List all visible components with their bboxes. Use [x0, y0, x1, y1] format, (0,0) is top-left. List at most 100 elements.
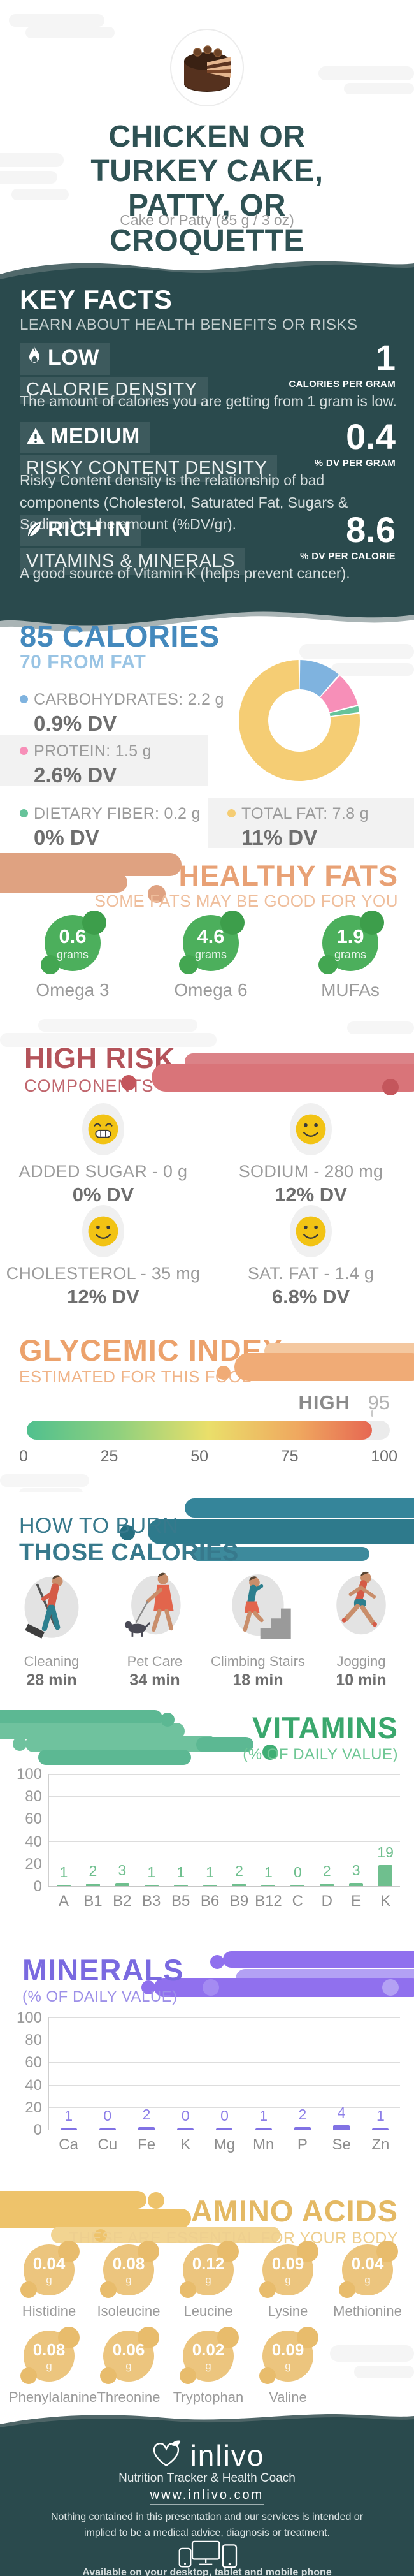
donut-segment-protein — [320, 675, 358, 714]
gold-blob-badge: 0.09 g — [259, 2327, 318, 2384]
bar — [177, 2128, 194, 2130]
bar — [261, 1885, 276, 1886]
x-axis-category-label: Mn — [253, 2136, 275, 2153]
cloud-decoration — [9, 14, 104, 27]
legend-dv: 11% DV — [241, 826, 318, 848]
blob-dot-orange — [217, 1366, 231, 1380]
bar-value-label: 1 — [147, 1864, 156, 1880]
cleaning-icon — [13, 1575, 90, 1646]
x-axis-category-label: P — [297, 2136, 308, 2153]
cloud-decoration — [0, 1474, 89, 1487]
food-photo-cake — [169, 28, 245, 107]
bar-column-Mn: 1 Mn — [244, 2017, 283, 2153]
bar-value-label: 2 — [322, 1862, 331, 1880]
gold-blob-badge: 0.04 g — [339, 2241, 398, 2298]
fat-grams-unit: grams — [194, 948, 227, 961]
footer-background — [0, 2429, 414, 2576]
fact-unit: CALORIES PER GRAM — [289, 379, 396, 390]
jogging-icon — [323, 1571, 399, 1646]
activity-climbing-stairs: Climbing Stairs 18 min — [206, 1567, 310, 1690]
amino-item-leucine: 0.12 g Leucine — [168, 2241, 248, 2320]
heart-leaf-icon — [150, 2439, 183, 2473]
fat-grams-unit: grams — [334, 948, 366, 961]
fact-level-badge: RICH IN — [20, 515, 141, 546]
amino-item-valine: 0.09 g Valine — [248, 2327, 328, 2406]
fact-level: LOW — [48, 346, 99, 370]
fact-level-badge: MEDIUM — [20, 422, 150, 453]
minerals-bar-chart: 0 20 40 60 80 100 1 Ca 0 Cu 2 Fe 0 K 0 Mg 1 Mn 2 P 4 Se 1 Zn — [13, 2009, 401, 2164]
amino-item-methionine: 0.04 g Methionine — [327, 2241, 408, 2320]
bar — [255, 2128, 272, 2130]
fact-value: 0.4 — [346, 416, 396, 457]
gridline — [48, 1796, 400, 1797]
gold-blob-badge: 0.12 g — [180, 2241, 239, 2298]
legend-dv: 0.9% DV — [34, 712, 117, 735]
green-blob-badge: 4.6 grams — [179, 911, 245, 974]
amino-unit: g — [125, 2360, 132, 2372]
gridline — [48, 1774, 400, 1775]
risk-dv: 0% DV — [72, 1183, 134, 1206]
y-axis-tick-label: 20 — [25, 2098, 42, 2116]
y-axis-tick-label: 0 — [33, 2121, 42, 2139]
bar-value-label: 4 — [337, 2104, 346, 2121]
fact-unit: % DV PER GRAM — [314, 458, 396, 469]
legend-row-shade — [0, 735, 208, 786]
gold-blob-badge: 0.08 g — [100, 2241, 159, 2298]
amino-unit: g — [205, 2274, 211, 2286]
amino-unit: g — [46, 2360, 52, 2372]
website-link[interactable]: www.inlivo.com — [0, 2488, 414, 2505]
gridline — [48, 2017, 400, 2018]
bar-column-Fe: 2 Fe — [127, 2017, 166, 2153]
x-axis-category-label: B6 — [200, 1892, 220, 1910]
donut-segment-dietary-fiber — [329, 706, 360, 717]
y-axis-line — [48, 2017, 49, 2130]
bar — [232, 1884, 246, 1886]
cloud-decoration — [354, 2366, 414, 2378]
gold-blob-badge: 0.02 g — [180, 2327, 239, 2384]
cloud-decoration — [331, 663, 414, 676]
bar-column-B9: 2 B9 — [225, 1774, 254, 1910]
x-axis-category-label: B12 — [255, 1892, 282, 1910]
bar — [216, 2128, 233, 2130]
x-axis-category-label: Zn — [371, 2136, 390, 2153]
vitamins-section: VITAMINS (% OF DAILY VALUE) 0 20 40 60 80 100… — [0, 1696, 414, 1938]
bar-value-label: 1 — [264, 1864, 273, 1880]
cloud-decoration — [11, 189, 69, 200]
gridline — [48, 2084, 400, 2086]
bar-value-label: 19 — [377, 1843, 394, 1861]
footer-tagline: Nutrition Tracker & Health Coach — [118, 2471, 296, 2485]
amino-unit: g — [125, 2274, 132, 2286]
bar — [372, 2128, 389, 2130]
bar — [99, 2128, 116, 2130]
cloud-decoration — [25, 27, 115, 38]
cloud-decoration — [318, 66, 414, 80]
fat-grams-value: 4.6 — [197, 925, 225, 948]
amino-value: 0.08 — [32, 2340, 66, 2359]
bar — [138, 2127, 155, 2130]
amino-unit: g — [46, 2274, 52, 2286]
amino-value: 0.08 — [112, 2254, 145, 2273]
flame-icon — [26, 346, 43, 372]
fat-grams-value: 0.6 — [59, 925, 87, 948]
bar-value-label: 2 — [142, 2106, 151, 2123]
fact-risky-content: MEDIUM RISKY CONTENT DENSITY 0.4 % DV PE… — [20, 416, 396, 532]
cloud-decoration — [19, 1488, 83, 1492]
cloud-decoration — [0, 171, 57, 184]
glycemic-value: 95 — [368, 1391, 390, 1414]
y-axis-tick-label: 100 — [16, 2009, 42, 2026]
amino-name: Lysine — [268, 2303, 308, 2319]
amino-item-histidine: 0.04 g Histidine — [9, 2241, 89, 2320]
y-axis-tick-label: 0 — [33, 1878, 42, 1895]
fat-label: MUFAs — [321, 980, 380, 1000]
fact-description: The amount of calories you are getting f… — [20, 393, 397, 409]
glycemic-index-section: GLYCEMIC INDEX ESTIMATED FOR THIS FOOD H… — [0, 1320, 414, 1492]
y-axis-tick-label: 40 — [25, 1833, 42, 1850]
green-blob-badge: 1.9 grams — [318, 911, 384, 974]
fact-name: CALORIE DENSITY — [20, 376, 208, 404]
activity-label: Pet Care — [127, 1653, 183, 1669]
availability-note: Available on your desktop, tablet and mo… — [82, 2567, 332, 2576]
amino-item-isoleucine: 0.08 g Isoleucine — [89, 2241, 169, 2320]
fact-value: 1 — [375, 337, 396, 377]
y-axis-line — [48, 1774, 49, 1886]
